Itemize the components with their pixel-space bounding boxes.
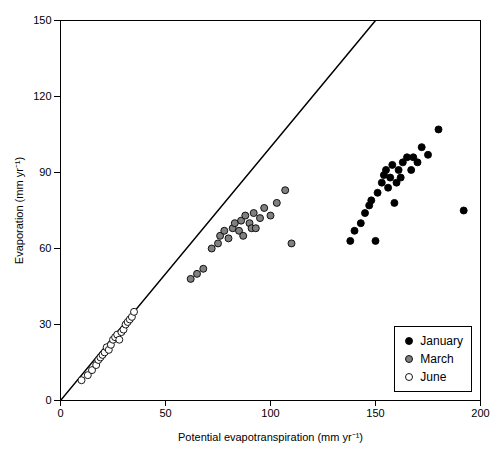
svg-text:100: 100 [261, 407, 279, 419]
html-text:March: March [420, 352, 454, 366]
svg-text:150: 150 [33, 14, 51, 26]
svg-text:0: 0 [57, 407, 63, 419]
svg-text:200: 200 [471, 407, 489, 419]
svg-text:Evaporation (mm yr⁻¹): Evaporation (mm yr⁻¹) [13, 157, 25, 264]
svg-text:120: 120 [33, 90, 51, 102]
svg-text:60: 60 [39, 242, 51, 254]
svg-text:90: 90 [39, 166, 51, 178]
html-text:June: June [420, 370, 447, 384]
svg-text:Potential evapotranspiration (: Potential evapotranspiration (mm yr⁻¹) [178, 431, 363, 443]
svg-text:0: 0 [45, 394, 51, 406]
svg-text:30: 30 [39, 318, 51, 330]
svg-text:150: 150 [366, 407, 384, 419]
html-text:January: January [420, 334, 463, 348]
svg-text:50: 50 [159, 407, 171, 419]
